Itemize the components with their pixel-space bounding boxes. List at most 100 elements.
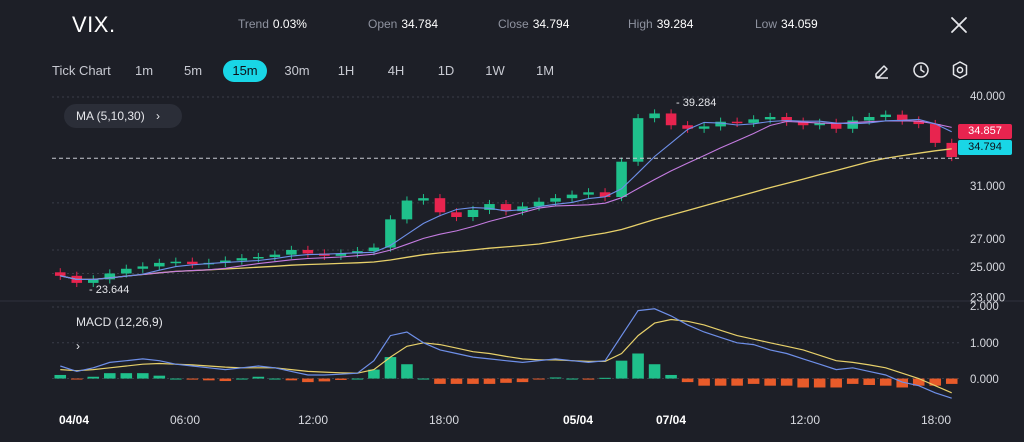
- price-tick: 31.000: [970, 181, 1006, 193]
- macd-histogram-bar: [467, 378, 479, 384]
- macd-histogram-bar: [70, 378, 83, 380]
- candle-body: [583, 192, 594, 195]
- tf-5m[interactable]: 5m: [183, 63, 203, 78]
- settings-icon: [952, 61, 968, 79]
- macd-histogram-bar: [912, 378, 925, 386]
- macd-histogram-bar: [483, 378, 496, 384]
- macd-histogram-bar: [302, 378, 314, 383]
- candle-body: [797, 121, 809, 126]
- candle-body: [863, 117, 875, 121]
- macd-tick: 2.000: [970, 301, 999, 313]
- tf-1d[interactable]: 1D: [437, 63, 455, 78]
- timer-button[interactable]: [911, 60, 931, 80]
- macd-histogram-bar: [863, 378, 875, 385]
- candle-body: [385, 219, 396, 248]
- macd-indicator-pill[interactable]: MACD (12,26,9) ›: [64, 310, 176, 353]
- macd-histogram-bar: [714, 378, 727, 386]
- draw-button[interactable]: [872, 60, 892, 80]
- candle-body: [170, 261, 182, 264]
- candle-body: [665, 113, 677, 126]
- high-annotation: - 39.284: [676, 97, 717, 109]
- close-button[interactable]: [948, 14, 970, 36]
- macd-histogram-bar: [929, 378, 942, 386]
- candle-body: [880, 114, 891, 117]
- macd-histogram-bar: [896, 378, 908, 388]
- close-icon: [951, 17, 967, 33]
- macd-histogram-bar: [153, 375, 166, 379]
- signal-line: [60, 318, 952, 394]
- candle-body: [946, 142, 958, 157]
- candle-body: [87, 279, 99, 283]
- stat-label: Close: [498, 17, 529, 31]
- macd-histogram-bar: [252, 376, 265, 379]
- stat-value: 34.059: [781, 17, 818, 31]
- ma-indicator-pill[interactable]: MA (5,10,30) ›: [64, 104, 182, 128]
- macd-histogram-bar: [764, 378, 776, 386]
- macd-histogram-bar: [170, 378, 182, 380]
- macd-histogram-bar: [780, 378, 793, 386]
- macd-histogram-bar: [648, 364, 661, 379]
- candle-body: [236, 258, 248, 261]
- time-tick: 12:00: [789, 413, 821, 427]
- candle-body: [154, 262, 165, 267]
- candle-body: [731, 121, 743, 124]
- macd-histogram-bar: [879, 378, 892, 386]
- price-tick: 27.000: [970, 234, 1006, 246]
- candle-body: [104, 273, 116, 280]
- candle-body: [137, 266, 149, 269]
- candle-body: [517, 206, 528, 212]
- tf-15m[interactable]: 15m: [223, 60, 267, 82]
- macd-histogram-bar: [747, 378, 760, 384]
- tf-1h[interactable]: 1H: [337, 63, 355, 78]
- candle-body: [54, 272, 66, 276]
- low-annotation: - 23.644: [89, 284, 130, 296]
- stat-value: 34.784: [401, 17, 439, 31]
- macd-histogram-bar: [615, 360, 628, 379]
- candle-body: [847, 120, 858, 129]
- stat-high: High 39.284: [628, 17, 693, 31]
- macd-histogram-bar: [318, 378, 331, 382]
- settings-button[interactable]: [950, 60, 970, 80]
- candle-body: [220, 260, 231, 263]
- tf-1w[interactable]: 1W: [485, 63, 505, 78]
- ma5-line: [60, 118, 952, 280]
- macd-histogram-bar: [137, 373, 149, 379]
- macd-histogram-bar: [351, 378, 364, 380]
- macd-histogram-bar: [797, 378, 809, 388]
- stat-value: 34.794: [532, 17, 570, 31]
- candle-body: [302, 249, 314, 254]
- candle-body: [599, 192, 611, 197]
- stat-open: Open 34.784: [368, 17, 438, 31]
- macd-histogram-bar: [698, 378, 710, 386]
- macd-histogram-bar: [120, 373, 133, 379]
- tf-1m[interactable]: 1m: [134, 63, 154, 78]
- tf-30m[interactable]: 30m: [284, 63, 310, 78]
- macd-histogram-bar: [384, 357, 397, 379]
- candle-body: [764, 117, 776, 120]
- tick-chart-button[interactable]: Tick Chart: [52, 63, 111, 78]
- macd-tick: 1.000: [970, 338, 999, 350]
- candle-body: [896, 114, 908, 121]
- candle-body: [814, 122, 825, 126]
- macd-indicator-label: MACD (12,26,9): [76, 315, 163, 329]
- candle-body: [550, 198, 561, 202]
- candle-body: [698, 126, 710, 129]
- candle-body: [748, 119, 759, 123]
- macd-histogram-bar: [632, 353, 644, 379]
- tf-1mo[interactable]: 1M: [535, 63, 555, 78]
- candle-body: [913, 120, 925, 125]
- price-tick: 25.000: [970, 262, 1006, 274]
- macd-histogram-bar: [500, 378, 512, 383]
- price-tick: 23.000: [970, 292, 1006, 302]
- candle-body: [929, 124, 941, 143]
- tf-4h[interactable]: 4H: [387, 63, 405, 78]
- macd-histogram-bar: [813, 378, 826, 388]
- macd-histogram-bar: [54, 374, 67, 379]
- macd-histogram-bar: [186, 378, 199, 380]
- candle-body: [187, 261, 198, 265]
- macd-histogram-bar: [434, 378, 446, 384]
- stat-value: 39.284: [656, 17, 694, 31]
- candle-body: [566, 194, 578, 199]
- macd-histogram-bar: [87, 376, 100, 379]
